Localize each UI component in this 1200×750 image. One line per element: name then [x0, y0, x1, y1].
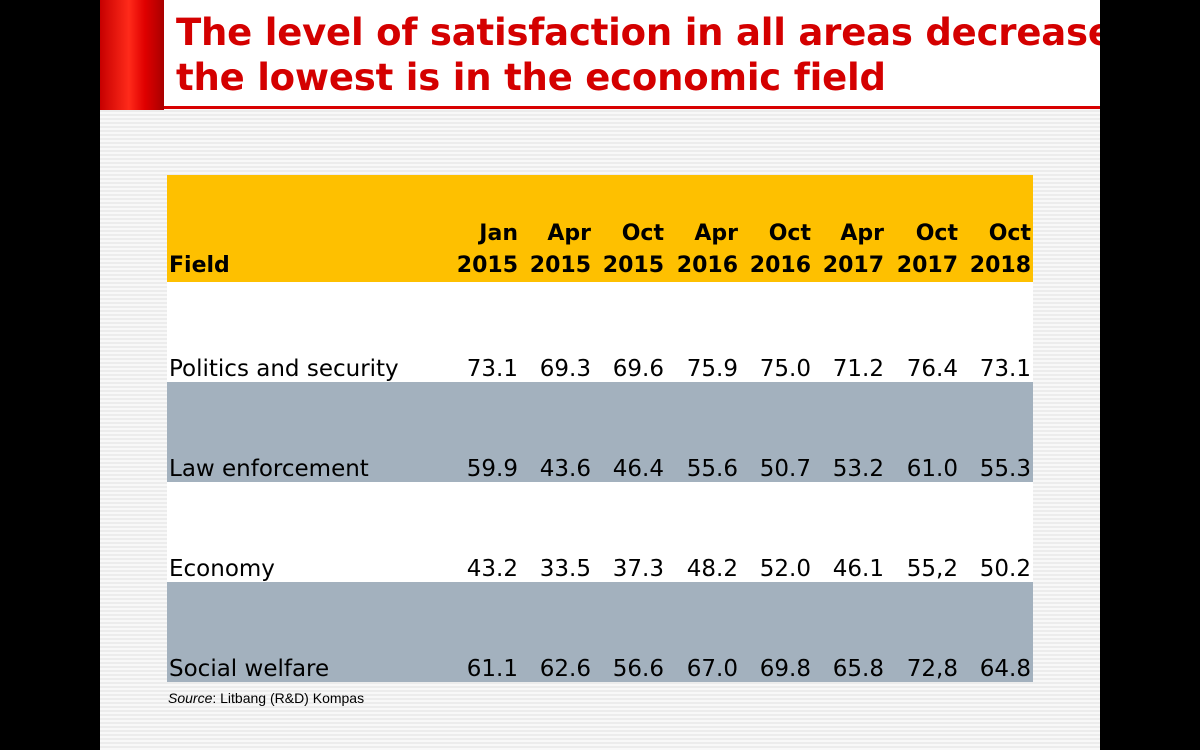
- column-header-year: 2015: [456, 253, 518, 278]
- column-header-month: Apr: [840, 221, 884, 246]
- column-header-year: 2015: [602, 253, 664, 278]
- row-field-label: Politics and security: [169, 356, 399, 382]
- table-cell-value: 56.6: [612, 656, 664, 682]
- table-row: Social welfare 61.1 62.6 56.6 67.0 69.8 65.8 72…: [167, 582, 1033, 682]
- table-cell-value: 69.3: [539, 356, 591, 382]
- table-cell-value: 55.6: [686, 456, 738, 482]
- table-cell-value: 64.8: [979, 656, 1031, 682]
- title-band: [100, 0, 1100, 108]
- table-cell-value: 33.5: [539, 556, 591, 582]
- table-cell-value: 75.9: [686, 356, 738, 382]
- column-header: Apr 2016: [666, 175, 740, 282]
- table-cell-value: 69.6: [612, 356, 664, 382]
- row-field-label: Economy: [169, 556, 275, 582]
- table-row: Politics and security 73.1 69.3 69.6 75.9 75.…: [167, 282, 1033, 382]
- table-cell-value: 67.0: [686, 656, 738, 682]
- column-header: Jan 2015: [449, 175, 520, 282]
- slide: The level of satisfaction in all areas d…: [100, 0, 1100, 750]
- table-cell-value: 72,8: [906, 656, 958, 682]
- row-field-label: Social welfare: [169, 656, 330, 682]
- column-header-month: Oct: [988, 221, 1031, 246]
- table-cell-value: 61.1: [466, 656, 518, 682]
- row-field-label: Law enforcement: [169, 456, 369, 482]
- table-header-row: Field Jan 2015 Apr 2015 Oct 2015 Apr 2016 Oct 201…: [167, 175, 1033, 282]
- column-header: Oct 2016: [740, 175, 813, 282]
- column-header-year: 2018: [969, 253, 1031, 278]
- slide-title: The level of satisfaction in all areas d…: [176, 10, 1100, 100]
- column-header-year: 2015: [529, 253, 591, 278]
- table-cell-value: 62.6: [539, 656, 591, 682]
- column-header-month: Oct: [621, 221, 664, 246]
- table-cell-value: 76.4: [906, 356, 958, 382]
- table-cell-value: 48.2: [686, 556, 738, 582]
- table-cell-value: 43.2: [466, 556, 518, 582]
- source-text: : Litbang (R&D) Kompas: [212, 690, 365, 706]
- table-body: Politics and security 73.1 69.3 69.6 75.9 75.…: [167, 282, 1033, 682]
- table-cell-value: 50.7: [759, 456, 811, 482]
- table-row: Economy 43.2 33.5 37.3 48.2 52.0 46.1 55,2 50.2: [167, 482, 1033, 582]
- table-cell-value: 46.4: [612, 456, 664, 482]
- table-cell-value: 43.6: [539, 456, 591, 482]
- table-cell-value: 46.1: [832, 556, 884, 582]
- title-line-1: The level of satisfaction in all areas d…: [176, 11, 1100, 54]
- table-cell-value: 50.2: [979, 556, 1031, 582]
- table-cell-value: 69.8: [759, 656, 811, 682]
- column-header-month: Oct: [915, 221, 958, 246]
- table-cell-value: 75.0: [759, 356, 811, 382]
- table-cell-value: 55.3: [979, 456, 1031, 482]
- column-header-month: Jan: [479, 221, 518, 246]
- column-header: Oct 2017: [886, 175, 960, 282]
- column-header: Apr 2017: [813, 175, 886, 282]
- source-label: Source: [168, 690, 213, 706]
- title-line-2: the lowest is in the economic field: [176, 56, 886, 99]
- column-header-month: Apr: [547, 221, 591, 246]
- table-cell-value: 37.3: [612, 556, 664, 582]
- column-header-month: Apr: [694, 221, 738, 246]
- table-cell-value: 59.9: [466, 456, 518, 482]
- table-cell-value: 73.1: [466, 356, 518, 382]
- source-note: Source: Litbang (R&D) Kompas: [168, 690, 364, 706]
- table-cell-value: 65.8: [832, 656, 884, 682]
- table-cell-value: 73.1: [979, 356, 1031, 382]
- table-cell-value: 71.2: [832, 356, 884, 382]
- column-header: Oct 2015: [593, 175, 666, 282]
- column-header-year: 2017: [896, 253, 958, 278]
- field-column-header: Field: [169, 253, 230, 278]
- table-cell-value: 53.2: [832, 456, 884, 482]
- column-header-year: 2016: [676, 253, 738, 278]
- red-accent-block: [100, 0, 164, 110]
- table-cell-value: 52.0: [759, 556, 811, 582]
- column-header-month: Oct: [768, 221, 811, 246]
- column-header-year: 2016: [749, 253, 811, 278]
- satisfaction-table: Field Jan 2015 Apr 2015 Oct 2015 Apr 2016 Oct 201…: [167, 175, 1033, 682]
- table-row: Law enforcement 59.9 43.6 46.4 55.6 50.7 53.2 6…: [167, 382, 1033, 482]
- column-header: Oct 2018: [960, 175, 1033, 282]
- title-underline: [164, 106, 1100, 109]
- column-header: Apr 2015: [520, 175, 593, 282]
- column-header-year: 2017: [822, 253, 884, 278]
- table-cell-value: 61.0: [906, 456, 958, 482]
- table-cell-value: 55,2: [906, 556, 958, 582]
